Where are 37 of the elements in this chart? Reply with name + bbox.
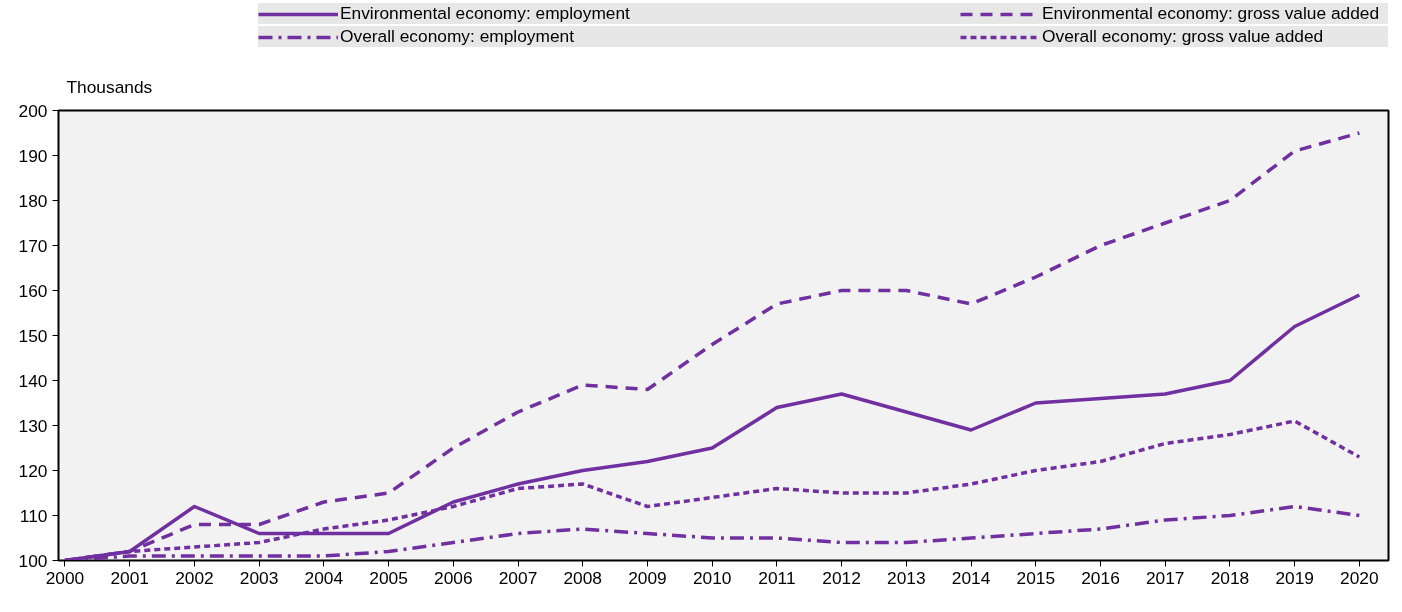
x-tick-label: 2017: [1145, 567, 1185, 588]
x-tick-label: 2008: [563, 567, 603, 588]
y-tick-label: 200: [18, 100, 48, 121]
x-tick-label: 2020: [1340, 567, 1379, 588]
y-tick-label: 100: [18, 550, 48, 571]
x-tick-label: 2019: [1275, 567, 1314, 588]
x-tick-label: 2011: [758, 567, 796, 588]
x-tick-label: 2018: [1210, 567, 1250, 588]
x-tick-label: 2016: [1081, 567, 1120, 588]
legend-label: Overall economy: employment: [340, 26, 576, 47]
x-tick-label: 2001: [110, 567, 149, 588]
x-tick-label: 2004: [304, 567, 344, 588]
x-tick-label: 2014: [951, 567, 991, 588]
y-tick-label: 170: [18, 235, 48, 256]
y-tick-label: 160: [18, 280, 48, 301]
x-tick-label: 2007: [498, 567, 538, 588]
y-tick-label: 180: [18, 190, 48, 211]
y-tick-label: 140: [18, 370, 48, 391]
x-tick-label: 2010: [692, 567, 732, 588]
y-tick-label: 120: [18, 460, 48, 481]
x-tick-label: 2015: [1016, 567, 1056, 588]
x-tick-label: 2000: [45, 567, 85, 588]
x-tick-label: 2006: [434, 567, 473, 588]
x-tick-label: 2012: [822, 567, 861, 588]
y-tick-label: 190: [18, 145, 48, 166]
x-tick-label: 2013: [887, 567, 926, 588]
x-tick-label: 2005: [369, 567, 408, 588]
y-tick-label: 150: [18, 325, 48, 346]
y-axis-title: Thousands: [66, 76, 153, 97]
legend-label: Environmental economy: gross value added: [1042, 3, 1381, 24]
x-tick-label: 2002: [175, 567, 214, 588]
legend-label: Overall economy: gross value added: [1042, 26, 1325, 47]
x-tick-label: 2003: [239, 567, 279, 588]
legend-label: Environmental economy: employment: [340, 3, 631, 24]
y-tick-label: 130: [18, 415, 48, 436]
x-tick-label: 2009: [628, 567, 667, 588]
y-tick-label: 110: [19, 505, 48, 526]
